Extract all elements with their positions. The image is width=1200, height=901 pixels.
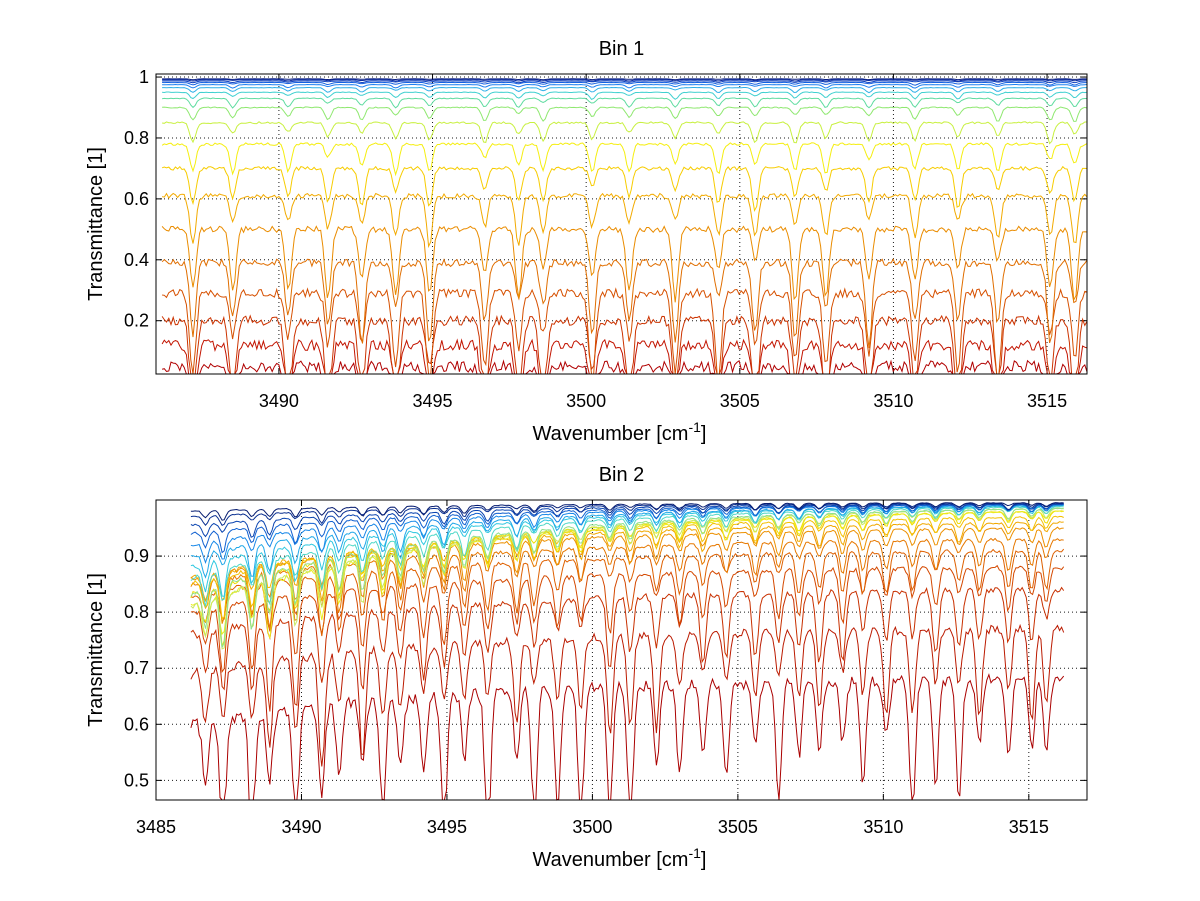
series-line [161, 142, 1088, 177]
x-tick-label: 3510 [863, 817, 903, 837]
x-tick-label: 3495 [427, 817, 467, 837]
x-tick-label: 3490 [281, 817, 321, 837]
chart-bin-2: Bin 2 3485 3490 3495 3500 3505 3510 3515 0.5 0.6 0… [85, 464, 1088, 871]
series-line [162, 287, 1088, 375]
y-axis-label: Transmittance [1] [85, 147, 107, 301]
series-line [162, 80, 1087, 84]
y-tick-label: 0.8 [124, 602, 149, 622]
series-line [162, 97, 1087, 109]
x-tick-label: 3515 [1027, 391, 1067, 411]
x-axis-label-close: ] [701, 423, 707, 445]
chart-title: Bin 2 [599, 464, 645, 486]
series-line [161, 338, 1088, 375]
series-group [161, 78, 1088, 375]
series-group [190, 502, 1065, 801]
series-line [162, 83, 1088, 89]
series-line [162, 106, 1088, 122]
series-line [161, 192, 1088, 249]
series-line [190, 526, 1064, 624]
series-line [190, 505, 1064, 597]
y-tick-label: 1 [139, 67, 149, 87]
y-tick-label: 0.6 [124, 714, 149, 734]
x-axis-label-text: Wavenumber [cm [533, 423, 689, 445]
series-line [190, 503, 1064, 554]
x-axis-label: Wavenumber [cm-1] [533, 419, 707, 445]
series-line [190, 586, 1065, 712]
x-tick-label: 3500 [572, 817, 612, 837]
series-line [190, 507, 1064, 648]
y-tick-label: 0.7 [124, 658, 149, 678]
plot-frame [155, 499, 1088, 801]
x-tick-label: 3510 [873, 391, 913, 411]
y-tick-label: 0.6 [124, 189, 149, 209]
x-axis-label-superscript: -1 [688, 419, 701, 435]
plot-frame [155, 73, 1088, 375]
series-line [161, 314, 1088, 375]
y-axis-label: Transmittance [1] [85, 573, 107, 727]
x-tick-label: 3490 [259, 391, 299, 411]
series-line [190, 548, 1065, 637]
y-tick-label: 0.8 [124, 128, 149, 148]
series-line [190, 503, 1064, 538]
series-line [190, 502, 1064, 521]
chart-bin-1: Bin 1 3490 3495 3500 3505 3510 3515 0.2 0.4 0.6 0.… [85, 38, 1088, 445]
chart-title: Bin 1 [599, 38, 645, 60]
series-line [161, 258, 1088, 349]
y-tick-label: 0.4 [124, 250, 149, 270]
series-line [161, 165, 1088, 213]
x-tick-label: 3495 [413, 391, 453, 411]
series-line [162, 81, 1087, 86]
series-line [190, 506, 1064, 607]
series-line [162, 79, 1087, 82]
x-axis-label-superscript: -1 [688, 845, 701, 861]
y-tick-label: 0.2 [124, 311, 149, 331]
series-line [162, 78, 1087, 81]
series-line [190, 623, 1065, 767]
series-line [161, 225, 1088, 303]
series-line [190, 673, 1065, 801]
x-tick-label: 3505 [718, 817, 758, 837]
x-tick-label: 3500 [566, 391, 606, 411]
x-tick-label: 3515 [1009, 817, 1049, 837]
x-tick-label: 3485 [136, 817, 176, 837]
x-axis-label: Wavenumber [cm-1] [533, 845, 707, 871]
x-axis-label-text: Wavenumber [cm [533, 849, 689, 871]
x-axis-label-close: ] [701, 849, 707, 871]
y-tick-label: 0.9 [124, 546, 149, 566]
series-line [162, 86, 1087, 94]
y-tick-label: 0.5 [124, 770, 149, 790]
series-line [190, 510, 1064, 639]
series-line [162, 91, 1088, 101]
x-tick-label: 3505 [720, 391, 760, 411]
series-line [162, 121, 1087, 145]
